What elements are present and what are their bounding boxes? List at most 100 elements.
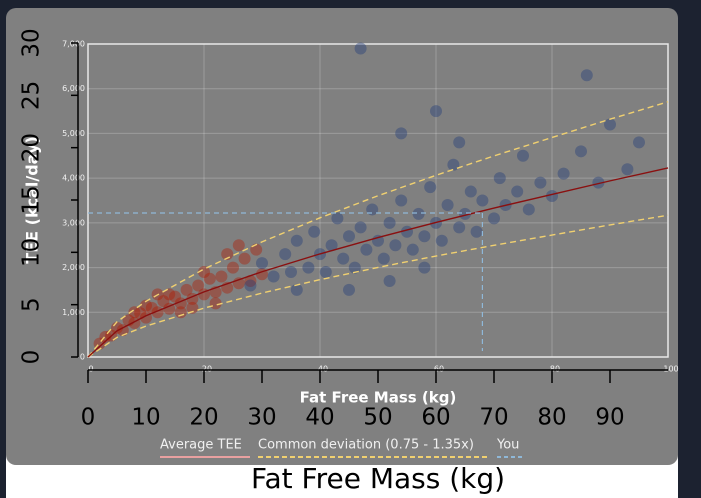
point: [453, 221, 466, 234]
y-tick-label: 15: [19, 185, 45, 214]
outer-axes: 0 5 10 15 20 25 30 0 10 20 30 40 50 60 70 80 90 Fat Free …: [19, 28, 668, 495]
point: [163, 288, 176, 301]
point: [580, 69, 593, 82]
point: [534, 176, 547, 189]
point: [128, 306, 141, 319]
x-tick-label: 60: [434, 365, 444, 374]
point: [418, 261, 431, 274]
point: [198, 266, 210, 279]
point: [227, 261, 239, 274]
y-axis-label: TEE (kcal/day): [23, 136, 42, 263]
point: [522, 203, 535, 216]
x-axis-label: Fat Free Mass (kg): [300, 389, 457, 407]
point: [488, 212, 500, 225]
point: [337, 252, 350, 265]
x-tick-label: 10: [131, 405, 160, 431]
point: [267, 270, 280, 283]
point: [354, 42, 367, 55]
point: [157, 295, 170, 308]
point: [232, 239, 245, 252]
point: [464, 185, 477, 198]
point: [360, 243, 373, 256]
y-tick-label: 3,000: [62, 218, 85, 227]
point: [430, 105, 442, 118]
point: [633, 136, 645, 149]
point: [250, 243, 263, 256]
point: [441, 198, 454, 211]
point: [256, 257, 268, 270]
point: [592, 176, 605, 189]
point: [395, 127, 408, 140]
point: [302, 261, 315, 274]
point: [163, 302, 176, 315]
deviation-lower: [87, 214, 669, 358]
y-tick-label: 0: [19, 350, 45, 365]
point: [459, 207, 471, 220]
y-tick-label: 4,000: [62, 174, 85, 183]
point: [343, 230, 355, 243]
point: [180, 283, 193, 296]
x-tick-label: 20: [189, 405, 218, 431]
x-tick-label: 90: [595, 405, 624, 431]
point: [134, 307, 147, 320]
point: [406, 243, 419, 256]
x-tick-label: 80: [550, 365, 560, 374]
x-tick-label: 70: [479, 405, 508, 431]
y-tick-label: 0: [80, 353, 85, 362]
point: [383, 216, 396, 229]
point: [285, 266, 297, 279]
point: [244, 274, 257, 287]
y-tick-label: 30: [19, 28, 45, 57]
inner-chart: 0 1,000 2,000 3,000 4,000 5,000 6,000 7,000 0 20 4…: [23, 40, 679, 458]
point: [145, 301, 158, 314]
panel: [6, 8, 678, 465]
deviation-upper: [87, 101, 669, 358]
point: [470, 225, 483, 238]
y-tick-label: 20: [19, 133, 45, 162]
y-tick-label: 7,000: [62, 40, 85, 49]
point: [348, 261, 361, 274]
point: [215, 270, 228, 283]
point: [366, 203, 379, 216]
point: [447, 158, 460, 171]
point: [621, 163, 634, 176]
point: [511, 185, 524, 198]
point: [557, 167, 570, 180]
point: [354, 221, 367, 234]
y-tick-label: 5: [19, 297, 45, 312]
point: [238, 252, 251, 265]
point: [424, 181, 437, 194]
point: [192, 279, 205, 292]
x-tick-label: 0: [81, 405, 96, 431]
x-tick-label: 20: [202, 365, 212, 374]
x-tick-label: 0: [88, 365, 93, 374]
legend-label: You: [496, 438, 519, 453]
point: [377, 252, 390, 265]
legend-label: Average TEE: [160, 438, 242, 453]
x-tick-label: 30: [247, 405, 276, 431]
point: [244, 279, 257, 292]
point: [476, 194, 489, 207]
x-tick-label: 50: [363, 405, 392, 431]
point: [389, 239, 402, 252]
point: [169, 290, 181, 303]
point: [279, 248, 292, 261]
x-tick-label: 80: [537, 405, 566, 431]
point: [517, 149, 529, 162]
point: [453, 136, 466, 149]
point: [319, 266, 332, 279]
point: [174, 306, 187, 319]
point: [186, 301, 199, 314]
point: [140, 299, 152, 312]
point: [343, 283, 355, 296]
point: [290, 234, 303, 247]
y-tick-label: 1,000: [62, 308, 85, 317]
point: [331, 212, 344, 225]
point: [308, 225, 321, 238]
plot-frame: [87, 43, 669, 358]
point: [383, 274, 396, 287]
point: [604, 118, 616, 131]
legend-label: Common deviation (0.75 - 1.35x): [258, 438, 474, 453]
